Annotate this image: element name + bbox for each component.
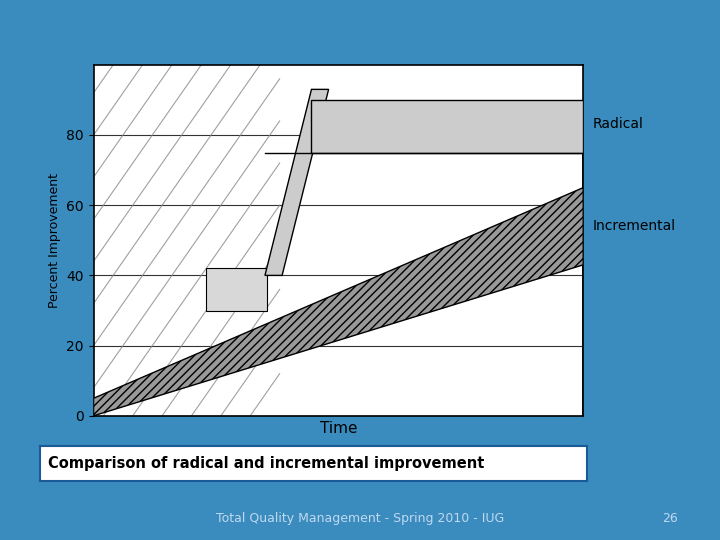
Polygon shape [206,268,267,310]
Polygon shape [265,89,328,275]
Text: Comparison of radical and incremental improvement: Comparison of radical and incremental im… [48,456,484,470]
Polygon shape [312,100,583,152]
Y-axis label: Percent Improvement: Percent Improvement [48,173,60,308]
Text: Incremental: Incremental [593,219,676,233]
Polygon shape [94,187,583,416]
Text: 26: 26 [662,512,678,525]
Text: Radical: Radical [593,118,644,131]
Text: Total Quality Management - Spring 2010 - IUG: Total Quality Management - Spring 2010 -… [216,512,504,525]
X-axis label: Time: Time [320,421,357,436]
